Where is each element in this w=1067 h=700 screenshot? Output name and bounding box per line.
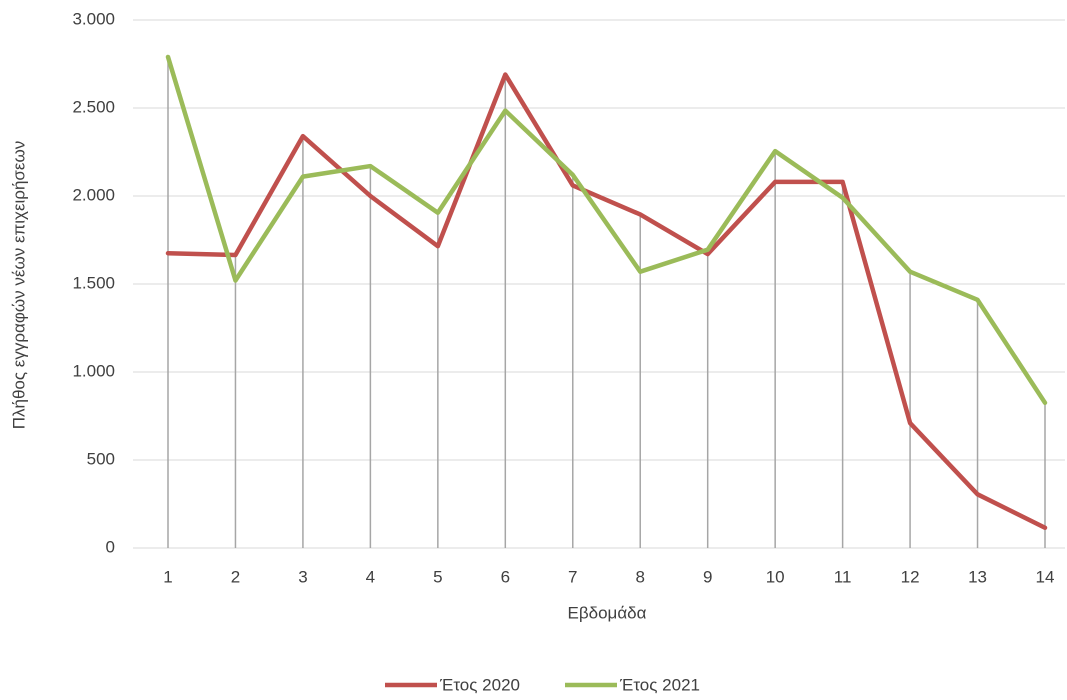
x-tick-label: 6 (501, 567, 510, 586)
series-line (165, 54, 1048, 406)
x-tick-label: 8 (635, 567, 644, 586)
y-tick-label: 3.000 (72, 9, 115, 28)
legend-label: Έτος 2020 (439, 675, 520, 694)
x-tick-label: 11 (834, 567, 852, 586)
x-tick-label: 10 (766, 567, 785, 586)
x-tick-label: 4 (366, 567, 375, 586)
x-tick-label: 2 (231, 567, 240, 586)
y-tick-label: 2.000 (72, 185, 115, 204)
legend-label: Έτος 2021 (619, 675, 700, 694)
series-line (165, 72, 1048, 531)
y-axis-label: Πλήθος εγγραφών νέων επιχειρήσεων (9, 141, 28, 430)
y-tick-label: 1.000 (72, 361, 115, 380)
y-tick-label: 1.500 (72, 273, 115, 292)
x-tick-label: 7 (568, 567, 577, 586)
x-tick-label: 5 (433, 567, 442, 586)
x-axis-label: Εβδομάδα (568, 603, 647, 622)
x-tick-label: 1 (163, 567, 172, 586)
y-tick-label: 0 (106, 537, 115, 556)
x-tick-label: 13 (968, 567, 987, 586)
x-tick-label: 14 (1036, 567, 1055, 586)
x-tick-label: 3 (298, 567, 307, 586)
y-tick-label: 500 (87, 449, 115, 468)
x-tick-label: 12 (901, 567, 920, 586)
y-tick-label: 2.500 (72, 97, 115, 116)
x-tick-label: 9 (703, 567, 712, 586)
